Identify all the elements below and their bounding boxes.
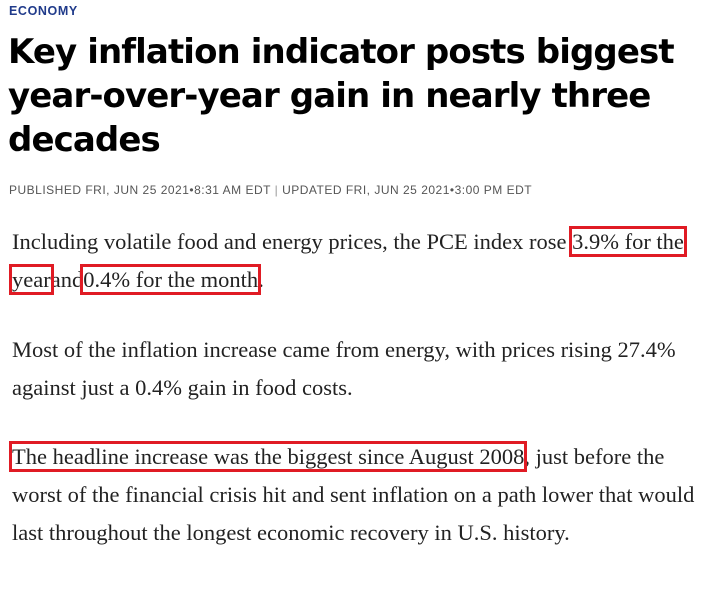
highlight-since-august-2008: The headline increase was the biggest si…: [8, 441, 528, 472]
byline-separator: |: [274, 183, 279, 197]
connector-text: and: [50, 267, 84, 292]
byline: PUBLISHED FRI, JUN 25 2021•8:31 AM EDT |…: [9, 183, 709, 197]
paragraph-lead-text: Including volatile food and energy price…: [12, 229, 573, 254]
paragraph-tail-text: .: [258, 267, 264, 292]
article-headline: Key inflation indicator posts biggest ye…: [8, 32, 675, 160]
updated-timestamp: UPDATED FRI, JUN 25 2021•3:00 PM EDT: [282, 183, 533, 197]
highlight-year-figure: 3.9% for the year: [9, 226, 687, 295]
published-timestamp: PUBLISHED FRI, JUN 25 2021•8:31 AM EDT: [9, 183, 271, 197]
paragraph-energy-food: Most of the inflation increase came from…: [12, 337, 676, 400]
highlight-month-figure: 0.4% for the month: [80, 264, 262, 295]
paragraph-tail-text: , just before the worst of the financial…: [12, 444, 695, 545]
section-label[interactable]: ECONOMY: [9, 4, 78, 18]
paragraph-headline-increase: The headline increase was the biggest si…: [8, 438, 712, 552]
paragraph-pce-index: Including volatile food and energy price…: [9, 223, 712, 299]
